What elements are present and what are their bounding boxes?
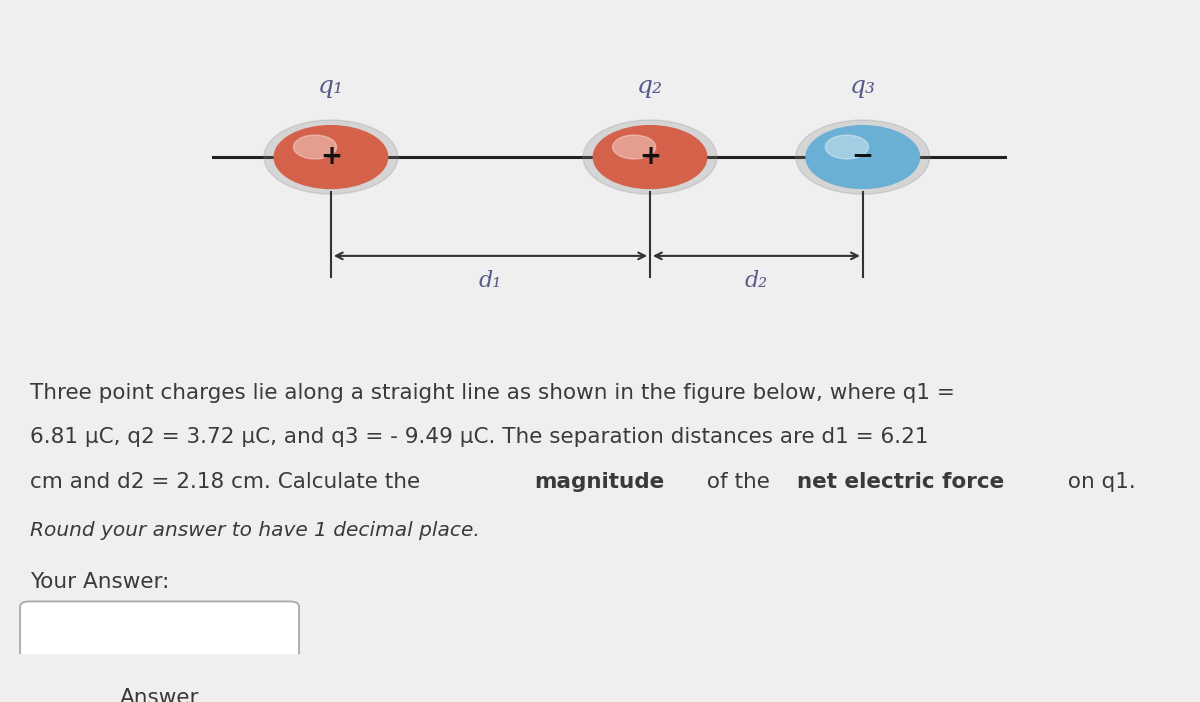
FancyBboxPatch shape xyxy=(20,602,299,665)
Circle shape xyxy=(796,120,930,194)
Circle shape xyxy=(583,120,716,194)
Text: on q1.: on q1. xyxy=(1061,472,1135,492)
Text: Your Answer:: Your Answer: xyxy=(30,572,169,592)
Circle shape xyxy=(264,120,398,194)
Text: q₂: q₂ xyxy=(637,75,664,98)
Text: +: + xyxy=(640,144,661,170)
Circle shape xyxy=(593,126,707,188)
Text: d₁: d₁ xyxy=(479,270,502,292)
Text: net electric force: net electric force xyxy=(797,472,1004,492)
Text: +: + xyxy=(320,144,342,170)
Text: 6.81 μC, q2 = 3.72 μC, and q3 = - 9.49 μC. The separation distances are d1 = 6.2: 6.81 μC, q2 = 3.72 μC, and q3 = - 9.49 μ… xyxy=(30,428,928,447)
Text: q₁: q₁ xyxy=(318,75,344,98)
Text: −: − xyxy=(852,144,874,170)
Circle shape xyxy=(826,135,869,159)
Text: d₂: d₂ xyxy=(745,270,768,292)
Text: Answer: Answer xyxy=(120,688,199,702)
Text: Three point charges lie along a straight line as shown in the figure below, wher: Three point charges lie along a straight… xyxy=(30,383,954,403)
Circle shape xyxy=(294,135,336,159)
Circle shape xyxy=(612,135,655,159)
Text: cm and d2 = 2.18 cm. Calculate the: cm and d2 = 2.18 cm. Calculate the xyxy=(30,472,426,492)
Text: of the: of the xyxy=(700,472,776,492)
Circle shape xyxy=(274,126,388,188)
Text: q₃: q₃ xyxy=(850,75,876,98)
Circle shape xyxy=(806,126,919,188)
Text: Round your answer to have 1 decimal place.: Round your answer to have 1 decimal plac… xyxy=(30,521,479,540)
Text: magnitude: magnitude xyxy=(534,472,665,492)
